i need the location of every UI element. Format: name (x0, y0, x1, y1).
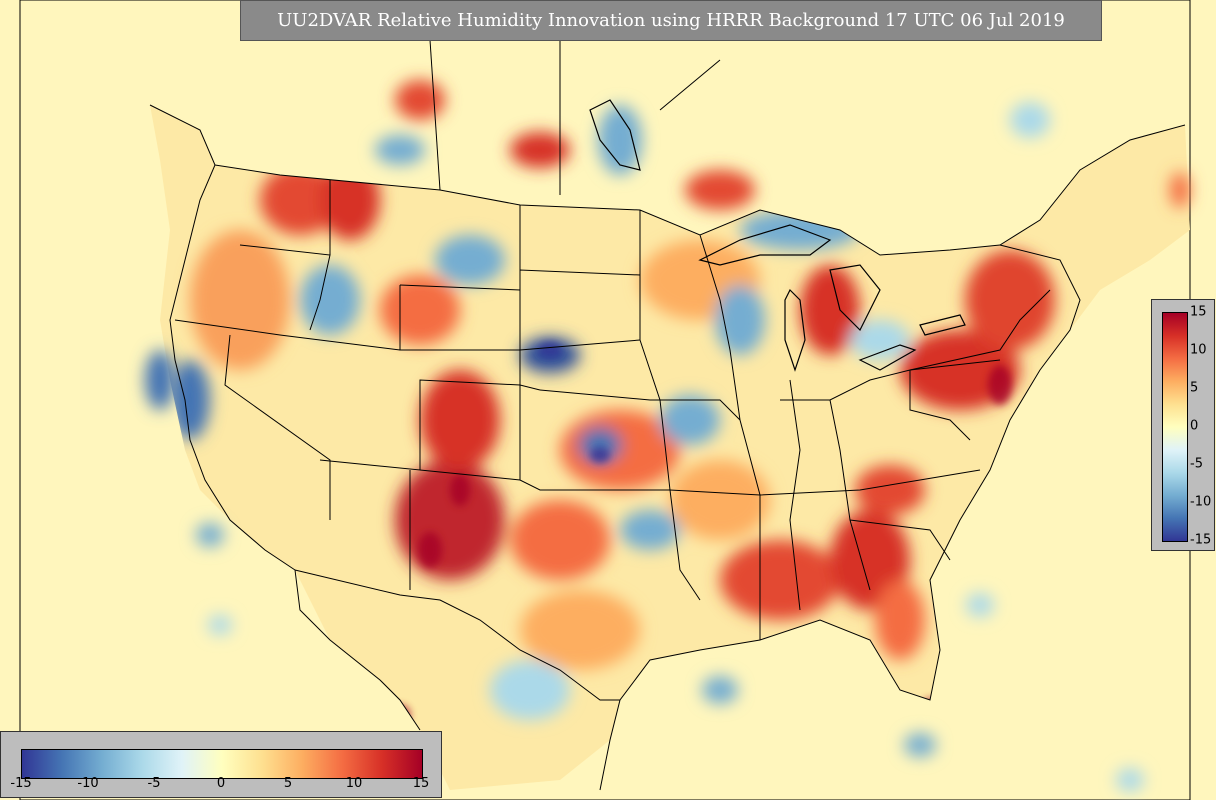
anomaly-blob (300, 265, 360, 335)
anomaly-blob (490, 660, 570, 720)
colorbar-tick: -15 (10, 776, 32, 791)
anomaly-blob (435, 235, 505, 285)
anomaly-blob (620, 510, 680, 550)
state-line (519, 269, 641, 480)
colorbar-tick: 15 (412, 776, 430, 791)
coastline (149, 104, 421, 731)
state-line (239, 244, 331, 331)
anomaly-blob (966, 593, 994, 617)
offshore-field (145, 80, 1190, 792)
state-line (699, 234, 761, 640)
country-border (294, 569, 620, 701)
state-line (419, 469, 761, 496)
state-line (399, 284, 521, 291)
anomaly-blob (420, 370, 500, 470)
colorbar-tick: 10 (345, 776, 363, 791)
anomaly-blob (702, 676, 738, 704)
anomaly-blob (670, 460, 770, 540)
anomaly-blob (590, 447, 610, 463)
anomaly-blob (800, 265, 860, 355)
anomaly-blob (720, 540, 840, 620)
state-line (829, 399, 871, 591)
state-line (319, 379, 541, 471)
province-line (429, 39, 441, 191)
colorbar-tick: -5 (1190, 456, 1203, 472)
anomaly-blob (965, 250, 1055, 350)
coastline (599, 124, 1186, 791)
colorbar-tick: -10 (1190, 494, 1212, 510)
anomaly-blob (988, 365, 1012, 405)
colorbar-gradient (21, 749, 423, 779)
lake-superior (698, 224, 832, 266)
colorbar-tick: -5 (147, 776, 161, 791)
boundaries (149, 39, 1186, 791)
anomaly-blob (510, 132, 570, 168)
state-line (399, 285, 520, 351)
anomaly-blob (450, 474, 470, 506)
anomaly-blob (395, 80, 445, 120)
vertical-colorbar: 15 10 5 0 -5 -10 -15 (1151, 299, 1215, 551)
lake-huron (829, 264, 881, 332)
anomaly-blob (1170, 172, 1190, 208)
lake-winnipeg (589, 99, 641, 171)
colorbar-tick: 5 (283, 776, 293, 791)
anomaly-blob (190, 230, 290, 370)
state-line (909, 370, 971, 441)
anomaly-blob (208, 615, 232, 635)
colorbar-tick: 0 (1190, 418, 1199, 434)
state-line (780, 359, 1001, 401)
colorbar-tick: 5 (1190, 380, 1199, 396)
state-line (539, 389, 741, 421)
anomaly-blob (395, 460, 505, 580)
anomaly-blob (196, 523, 224, 547)
anomaly-blob (510, 500, 610, 580)
anomaly-blob (660, 395, 720, 445)
anomaly-blob (260, 165, 340, 235)
province-line (659, 59, 721, 111)
state-line (224, 334, 331, 520)
map-title: UU2DVAR Relative Humidity Innovation usi… (240, 0, 1102, 41)
anomaly-blob (875, 580, 925, 660)
lakes (589, 99, 966, 372)
anomaly-blob (418, 532, 442, 568)
anomaly-blob (715, 285, 765, 355)
anomaly-blob (850, 320, 910, 360)
horizontal-colorbar: -15 -10 -5 0 5 10 15 (0, 731, 442, 798)
lake-erie (858, 344, 917, 371)
colorbar-tick: 15 (1190, 304, 1207, 320)
anomaly-blob (538, 342, 562, 358)
colorbar-gradient (1162, 312, 1188, 542)
colorbar-tick: -15 (1190, 532, 1212, 548)
anomaly-blob (685, 170, 755, 210)
state-line (759, 469, 981, 496)
anomaly-blob (904, 733, 936, 757)
state-line (639, 339, 701, 601)
anomaly-blob (598, 105, 642, 175)
colorbar-tick: 0 (216, 776, 226, 791)
state-line (789, 379, 801, 611)
anomaly-blob (375, 135, 425, 165)
lake-ontario (919, 314, 966, 336)
state-line (849, 519, 951, 561)
lake-michigan (784, 288, 806, 372)
colorbar-tick: 10 (1190, 342, 1207, 358)
state-line (909, 289, 1051, 371)
anomaly-blob (855, 465, 925, 515)
anomaly-blob (578, 427, 622, 463)
anomaly-blob (1010, 102, 1050, 138)
anomaly-blob (145, 350, 175, 410)
anomaly-blob (520, 590, 640, 670)
anomaly-blob (1116, 768, 1144, 792)
colorbar-tick: -10 (77, 776, 99, 791)
